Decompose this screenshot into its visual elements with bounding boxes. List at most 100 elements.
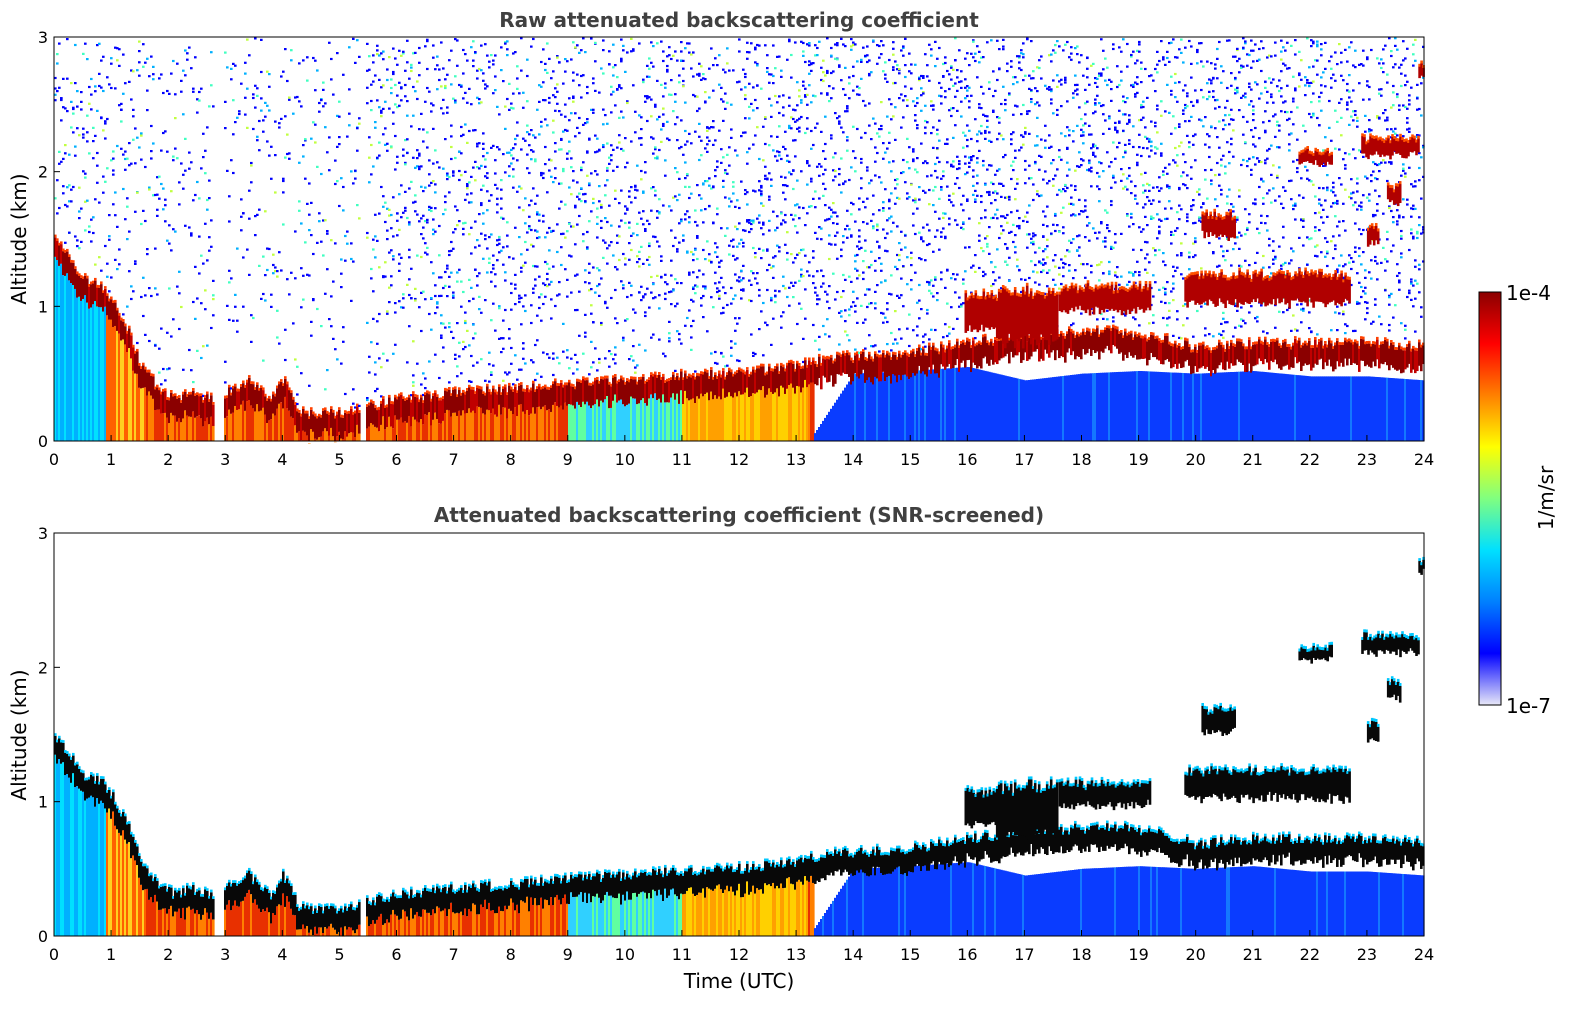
top-pbl-column: [794, 393, 797, 441]
top-noise-speckle: [86, 140, 89, 143]
top-noise-speckle: [988, 190, 991, 194]
top-noise-speckle: [560, 246, 563, 249]
top-noise-speckle: [892, 221, 895, 224]
top-layer-cell: [992, 345, 995, 365]
top-noise-speckle: [600, 277, 603, 280]
top-noise-speckle: [150, 294, 153, 298]
top-pbl-column: [488, 410, 491, 441]
top-noise-speckle: [586, 118, 589, 121]
top-noise-speckle: [552, 229, 555, 232]
top-noise-speckle: [736, 199, 739, 202]
top-noise-speckle: [756, 107, 759, 110]
top-layer-cell: [170, 392, 173, 413]
top-noise-speckle: [752, 221, 755, 224]
top-noise-speckle: [526, 231, 529, 234]
top-noise-speckle: [870, 71, 873, 74]
top-noise-speckle: [366, 102, 369, 105]
top-noise-speckle: [596, 222, 599, 225]
top-noise-speckle: [520, 148, 523, 151]
top-noise-speckle: [194, 265, 197, 268]
top-noise-speckle: [928, 281, 931, 284]
top-noise-speckle: [882, 201, 885, 204]
top-noise-speckle: [110, 159, 113, 162]
top-noise-speckle: [700, 78, 703, 81]
top-noise-speckle: [288, 96, 291, 99]
top-noise-speckle: [592, 361, 595, 364]
top-noise-speckle: [534, 378, 537, 382]
top-noise-speckle: [734, 273, 737, 276]
top-noise-speckle: [912, 224, 915, 227]
top-noise-speckle: [958, 167, 961, 170]
top-layer-cell: [976, 345, 979, 369]
top-noise-speckle: [728, 253, 731, 256]
top-noise-speckle: [242, 212, 245, 215]
top-layer-cell: [142, 365, 145, 388]
top-noise-speckle: [750, 228, 753, 231]
top-layer-edge: [566, 382, 569, 386]
top-noise-speckle: [322, 88, 325, 91]
top-layer-cell: [304, 413, 307, 432]
top-noise-speckle: [474, 129, 477, 132]
top-noise-speckle: [472, 337, 475, 340]
top-noise-speckle: [466, 193, 469, 196]
top-noise-speckle: [896, 294, 899, 297]
top-layer-cell: [676, 375, 679, 394]
top-pbl-column: [692, 398, 695, 441]
top-noise-speckle: [814, 95, 817, 98]
top-noise-speckle: [60, 98, 63, 102]
top-noise-speckle: [916, 207, 919, 210]
top-noise-speckle: [754, 48, 757, 51]
top-noise-speckle: [140, 132, 143, 135]
top-layer-cell: [680, 371, 683, 391]
top-layer-cell: [786, 365, 789, 389]
top-pbl-column: [732, 397, 735, 442]
top-noise-speckle: [370, 109, 373, 112]
top-noise-speckle: [904, 75, 907, 79]
top-pbl-column: [818, 427, 821, 441]
top-noise-speckle: [168, 242, 171, 245]
top-noise-speckle: [678, 332, 681, 336]
top-noise-speckle: [58, 206, 61, 210]
top-noise-speckle: [934, 169, 937, 173]
top-layer-cell: [692, 375, 695, 399]
top-noise-speckle: [918, 257, 921, 260]
top-noise-speckle: [674, 195, 677, 198]
top-noise-speckle: [768, 172, 771, 175]
top-layer-cell: [950, 349, 953, 369]
top-noise-speckle: [502, 379, 505, 382]
top-noise-speckle: [838, 122, 841, 125]
top-layer-edge: [500, 392, 503, 395]
top-noise-speckle: [986, 242, 989, 246]
top-layer-cell: [282, 385, 285, 409]
top-noise-speckle: [478, 167, 481, 170]
top-layer-edge: [724, 376, 727, 380]
top-noise-speckle: [466, 184, 469, 188]
top-noise-speckle: [928, 188, 931, 192]
top-noise-speckle: [708, 96, 711, 99]
top-noise-speckle: [698, 72, 701, 75]
top-noise-speckle: [796, 179, 799, 182]
top-layer-edge: [818, 353, 821, 357]
top-noise-speckle: [180, 305, 183, 309]
top-noise-speckle: [74, 235, 77, 238]
top-noise-speckle: [636, 164, 639, 167]
top-pbl-column: [296, 432, 299, 441]
top-noise-speckle: [868, 182, 871, 185]
top-layer-cell: [932, 345, 935, 365]
top-pbl-column: [452, 412, 455, 441]
top-noise-speckle: [558, 207, 561, 210]
top-noise-speckle: [600, 67, 603, 70]
top-noise-speckle: [298, 62, 301, 65]
top-noise-speckle: [736, 228, 739, 231]
top-noise-speckle: [688, 216, 691, 219]
top-layer-edge: [380, 400, 383, 404]
top-noise-speckle: [384, 220, 387, 224]
top-noise-speckle: [90, 108, 93, 111]
top-noise-speckle: [404, 206, 407, 209]
top-noise-speckle: [464, 321, 467, 325]
top-layer-edge: [142, 362, 145, 366]
top-noise-speckle: [752, 246, 755, 250]
top-noise-speckle: [540, 125, 543, 128]
top-layer-cell: [812, 360, 815, 383]
top-noise-speckle: [100, 117, 103, 120]
